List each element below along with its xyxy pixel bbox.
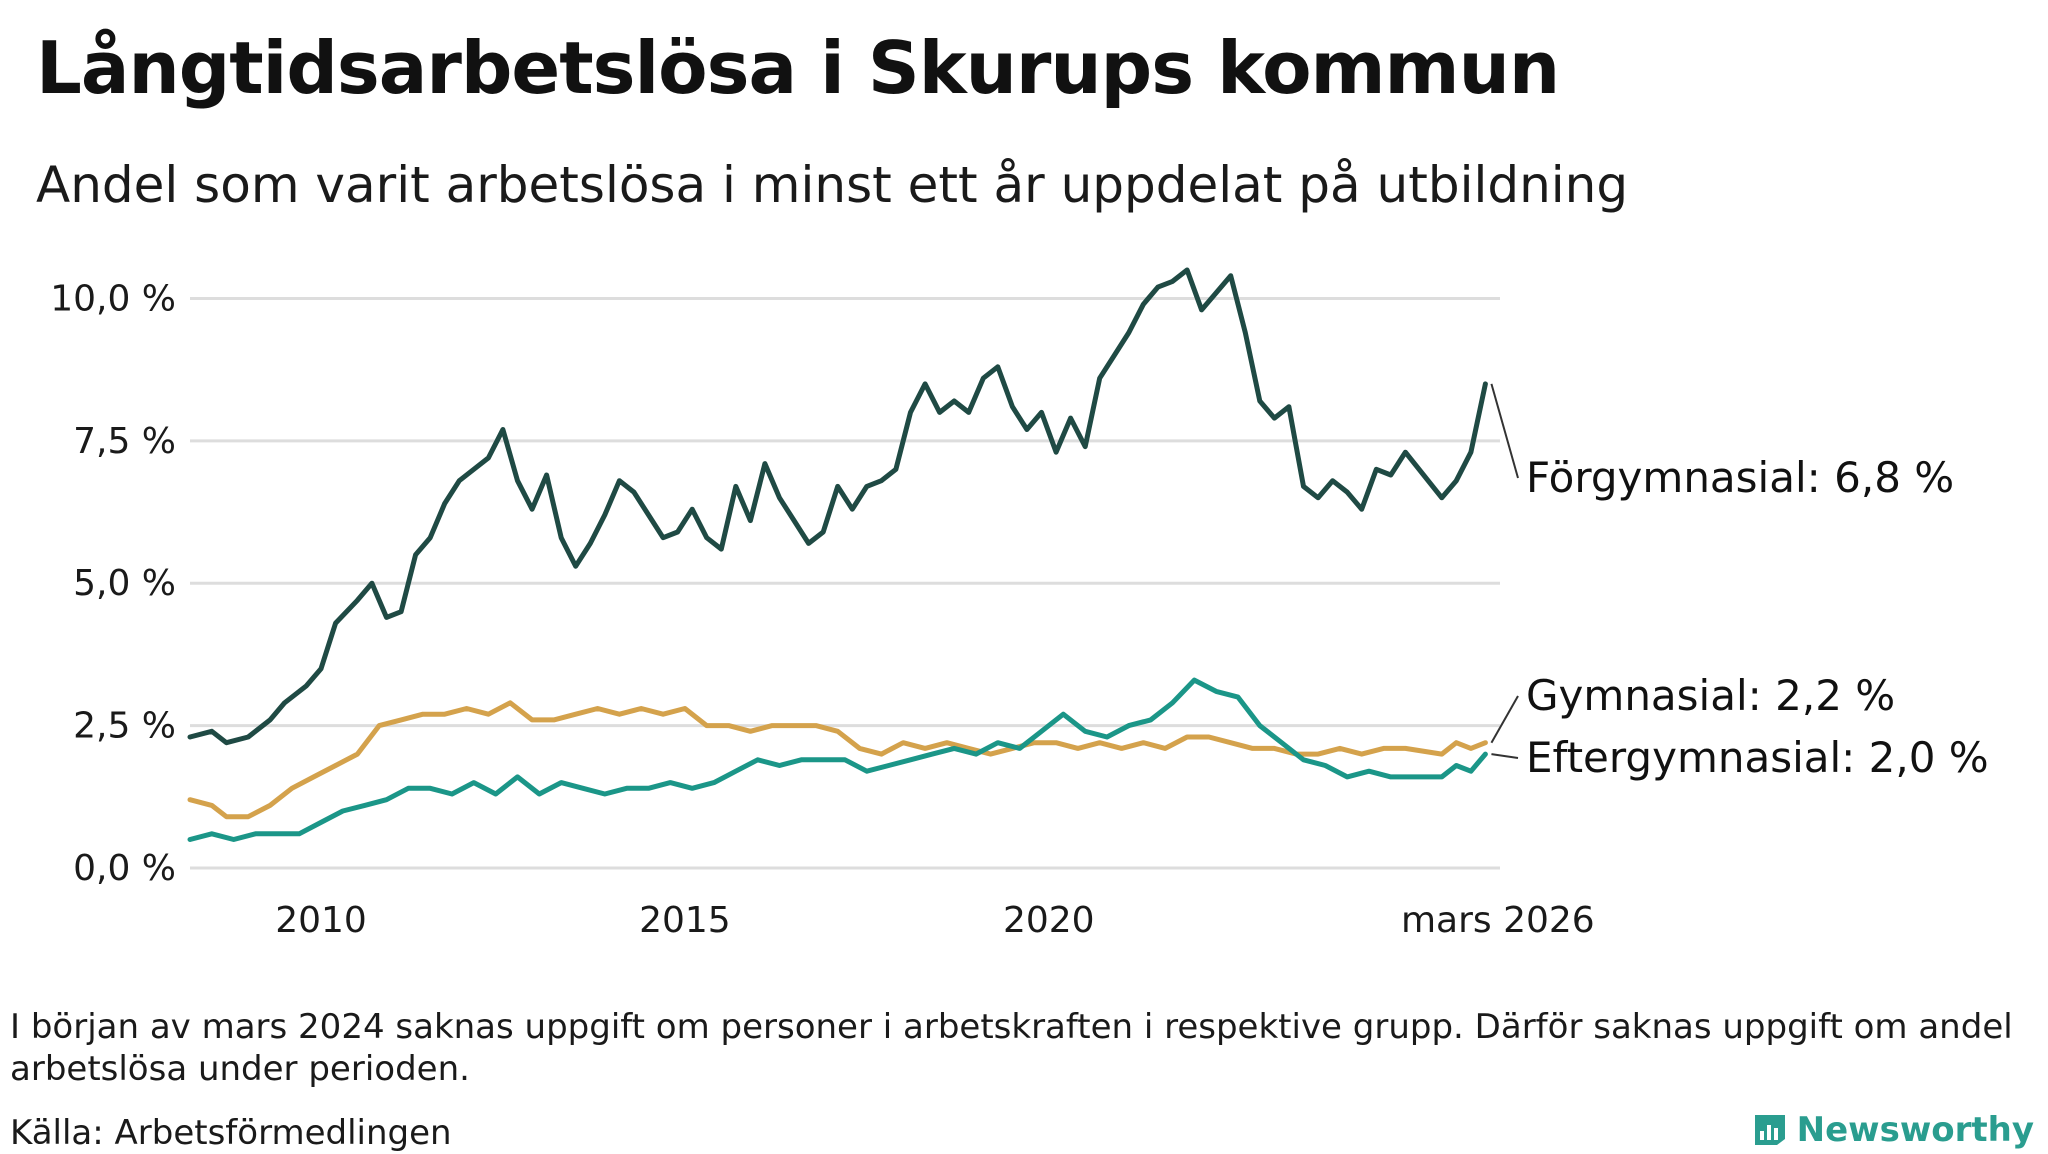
chart-title: Långtidsarbetslösa i Skurups kommun <box>36 26 1560 110</box>
end-label-förgymnasial: Förgymnasial: 6,8 % <box>1526 453 1954 502</box>
end-label-leader <box>1490 383 1519 479</box>
series-line-förgymnasial <box>187 267 1488 746</box>
series-line-gymnasial <box>187 700 1488 820</box>
chart-subtitle: Andel som varit arbetslösa i minst ett å… <box>36 156 1629 214</box>
end-label-leader <box>1491 753 1519 759</box>
y-tick-label: 10,0 % <box>50 278 176 319</box>
line-chart: 0,0 % 2,5 % 5,0 % 7,5 % 10,0 % 2010 2015 2020 ma… <box>50 267 1989 941</box>
end-label-eftergymnasial: Eftergymnasial: 2,0 % <box>1526 733 1989 782</box>
y-tick-label: 5,0 % <box>73 563 176 604</box>
series-line-eftergymnasial <box>187 677 1488 842</box>
x-tick-label: 2020 <box>1003 900 1095 941</box>
y-tick-label: 2,5 % <box>73 706 176 747</box>
newsworthy-logo-icon <box>1754 1115 1785 1145</box>
brand-name: Newsworthy <box>1796 1110 2034 1150</box>
y-tick-label: 7,5 % <box>73 421 176 462</box>
x-tick-label: mars 2026 <box>1401 900 1595 941</box>
x-tick-label: 2010 <box>275 900 367 941</box>
brand-logo: Newsworthy <box>1751 1110 2034 1150</box>
end-label-leader <box>1490 695 1519 744</box>
x-tick-label: 2015 <box>639 900 731 941</box>
chart-footnote: I början av mars 2024 saknas uppgift om … <box>10 1007 2013 1089</box>
y-tick-label: 0,0 % <box>73 848 176 889</box>
end-label-gymnasial: Gymnasial: 2,2 % <box>1526 671 1895 720</box>
chart-source: Källa: Arbetsförmedlingen <box>10 1113 452 1153</box>
